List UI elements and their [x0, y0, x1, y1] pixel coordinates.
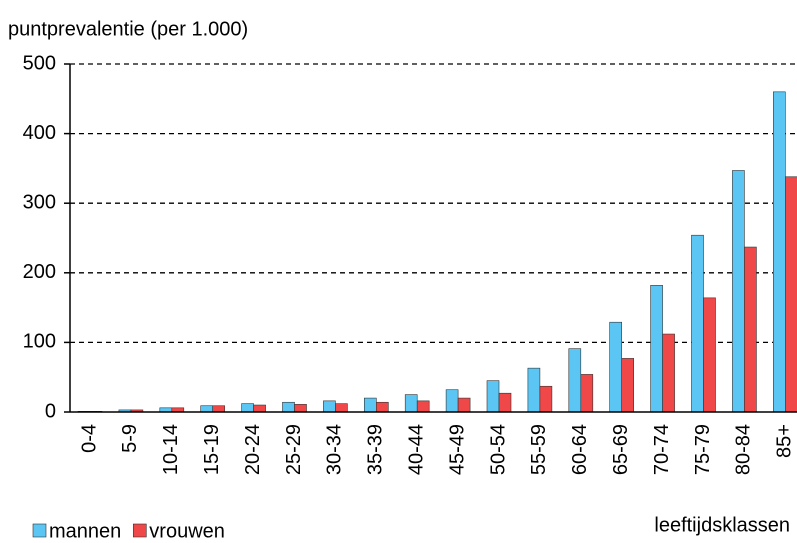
bar — [363, 397, 377, 413]
bar — [568, 348, 582, 413]
x-tick-label: 80-84 — [733, 424, 755, 475]
y-tick-label: 0 — [45, 400, 56, 422]
x-tick-label: 70-74 — [651, 424, 673, 475]
y-axis-label: puntprevalentie (per 1.000) — [8, 18, 248, 40]
x-tick-label: 35-39 — [365, 424, 387, 475]
bar — [744, 246, 757, 413]
legend-swatch — [132, 523, 147, 538]
x-tick-label: 10-14 — [160, 424, 182, 475]
bar — [650, 285, 663, 413]
x-tick-label: 40-44 — [405, 424, 427, 475]
bar — [621, 358, 635, 413]
x-axis-label: leeftijdsklassen — [654, 514, 790, 536]
bar — [375, 401, 389, 413]
x-tick-label: 55-59 — [528, 424, 550, 475]
bar — [486, 380, 500, 413]
bar — [200, 405, 213, 413]
x-tick-label: 85+ — [774, 424, 796, 458]
bar — [294, 404, 307, 413]
y-tick-label: 400 — [23, 122, 56, 144]
bar — [784, 176, 797, 413]
x-tick-label: 5-9 — [119, 424, 141, 453]
bar — [241, 403, 254, 413]
legend-swatch — [32, 523, 47, 538]
x-tick-label: 20-24 — [242, 424, 264, 475]
x-tick-label: 75-79 — [692, 424, 714, 475]
x-tick-label: 45-49 — [446, 424, 468, 475]
bar — [282, 401, 295, 413]
legend-label: mannen — [49, 520, 121, 542]
x-tick-label: 50-54 — [487, 424, 509, 475]
bar — [539, 385, 553, 413]
y-tick-label: 500 — [23, 52, 56, 74]
bar — [445, 389, 459, 413]
bar — [253, 404, 266, 413]
x-tick-label: 65-69 — [610, 424, 632, 475]
bar — [416, 400, 430, 413]
bar — [609, 321, 623, 413]
bar — [323, 400, 336, 413]
y-tick-label: 200 — [23, 261, 56, 283]
bar — [457, 397, 471, 413]
legend-label: vrouwen — [149, 520, 225, 542]
bar — [404, 394, 418, 413]
bar — [335, 403, 348, 413]
x-tick-label: 30-34 — [324, 424, 346, 475]
y-tick-label: 100 — [23, 331, 56, 353]
x-tick-label: 15-19 — [201, 424, 223, 475]
bar — [732, 170, 745, 413]
x-tick-label: 60-64 — [569, 424, 591, 475]
bar — [498, 392, 512, 413]
bar — [212, 405, 225, 413]
y-tick-label: 300 — [23, 191, 56, 213]
bar — [527, 367, 541, 413]
bar — [703, 297, 716, 413]
bar — [772, 91, 786, 413]
bar — [662, 333, 675, 413]
x-tick-label: 25-29 — [283, 424, 305, 475]
bar — [691, 234, 704, 413]
bar — [580, 374, 594, 413]
x-tick-label: 0-4 — [78, 424, 100, 453]
